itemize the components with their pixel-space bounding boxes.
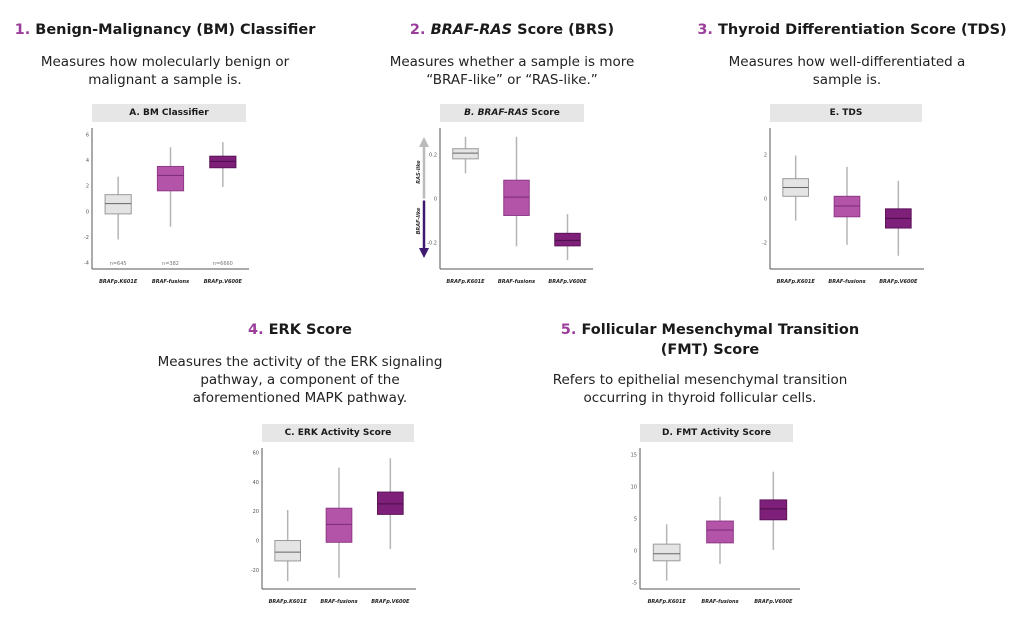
box — [156, 165, 185, 192]
y-tick-label: -4 — [84, 261, 89, 267]
box — [104, 194, 132, 215]
box — [759, 499, 788, 521]
y-tick-label: -2 — [84, 235, 89, 241]
y-tick-label: 6 — [86, 132, 89, 138]
section-5-heading: 5. Follicular Mesenchymal Transition (FMT… — [560, 322, 860, 358]
y-tick-label: 0 — [86, 209, 89, 215]
down-arrow-icon — [419, 248, 429, 258]
chart-d-fmt-activity-score: -5 0 5 10 15 BRAFp.K601E BRAF-fusions BRAFp.V60… — [631, 448, 800, 605]
x-tick-label: BRAFp.V600E — [548, 279, 587, 285]
x-tick-label: BRAF-fusions — [498, 279, 535, 285]
y-tick-label: 20 — [253, 509, 259, 515]
chart-a-title: A. BM Classifier — [92, 104, 246, 122]
x-tick-label: BRAF-fusions — [152, 279, 189, 285]
chart-e-tds: -2 0 2 BRAFp.K601E BRAF-fusions BRAFp.V600E — [762, 128, 924, 285]
y-tick-label: 40 — [253, 480, 259, 486]
x-tick-label: BRAFp.V600E — [371, 599, 410, 605]
x-tick-label: BRAFp.K601E — [269, 599, 308, 605]
x-tick-label: BRAFp.V600E — [204, 279, 243, 285]
section-4-description: Measures the activity of the ERK signali… — [157, 354, 443, 406]
x-tick-label: BRAFp.K601E — [446, 279, 485, 285]
n-label: n=645 — [110, 261, 127, 267]
box — [452, 148, 479, 160]
box — [833, 195, 861, 218]
chart-d-title: D. FMT Activity Score — [640, 424, 793, 442]
y-tick-label: 2 — [764, 152, 767, 158]
x-tick-label: BRAFp.K601E — [777, 279, 816, 285]
x-tick-label: BRAF-fusions — [320, 599, 357, 605]
y-tick-label: -2 — [762, 241, 767, 247]
chart-e-title: E. TDS — [770, 104, 922, 122]
y-tick-label: 5 — [634, 517, 637, 523]
x-tick-label: BRAFp.V600E — [754, 599, 793, 605]
braf-like-label: BRAF-like — [416, 207, 422, 234]
n-label: n=382 — [162, 261, 179, 267]
chart-a-bm-classifier: -4 -2 0 2 4 6 BRAFp.K601E n=645 BRAF-fusions n=38… — [84, 128, 249, 285]
section-2-description: Measures whether a sample is more “BRAF-l… — [389, 54, 635, 88]
y-tick-label: -0.2 — [427, 241, 437, 247]
box — [274, 540, 301, 562]
section-3-description: Measures how well-differentiated a sample… — [728, 54, 966, 88]
box — [325, 507, 353, 543]
section-3-heading: 3. Thyroid Differentiation Score (TDS) — [697, 22, 1007, 38]
y-tick-label: 0 — [434, 197, 437, 203]
chart-c-title: C. ERK Activity Score — [262, 424, 414, 442]
box — [652, 543, 681, 562]
up-arrow-icon — [419, 137, 429, 147]
y-tick-label: -5 — [632, 581, 637, 587]
box — [209, 155, 237, 169]
box — [706, 520, 734, 544]
x-tick-label: BRAFp.V600E — [879, 279, 918, 285]
section-2-heading: 2. BRAF-RAS Score (BRS) — [409, 22, 615, 38]
x-tick-label: BRAF-fusions — [701, 599, 738, 605]
chart-b-braf-ras-score: -0.2 0 0.2 BRAFp.K601E BRAF-fusions BRAFp.V60… — [416, 128, 593, 285]
y-tick-label: 0 — [764, 197, 767, 203]
ras-like-label: RAS-like — [416, 160, 422, 184]
y-tick-label: 10 — [631, 484, 637, 490]
y-tick-label: 15 — [631, 452, 637, 458]
y-tick-label: 4 — [86, 158, 89, 164]
y-tick-label: 0 — [256, 539, 259, 545]
x-tick-label: BRAFp.K601E — [648, 599, 687, 605]
y-tick-label: 60 — [253, 450, 259, 456]
chart-b-title: B. BRAF-RAS Score — [440, 104, 584, 122]
section-4-heading: 4. ERK Score — [247, 322, 352, 338]
y-tick-label: 0 — [634, 549, 637, 555]
section-5-description: Refers to epithelial mesenchymal transit… — [552, 372, 848, 406]
y-tick-label: 0.2 — [429, 152, 437, 158]
section-1-heading: 1. Benign-Malignancy (BM) Classifier — [14, 22, 316, 38]
n-label: n=6660 — [213, 261, 233, 267]
box — [377, 491, 404, 515]
y-tick-label: -20 — [251, 568, 259, 574]
y-tick-label: 2 — [86, 184, 89, 190]
section-1-description: Measures how molecularly benign or malign… — [40, 54, 290, 88]
box — [554, 232, 581, 247]
box — [503, 179, 530, 216]
x-tick-label: BRAF-fusions — [828, 279, 865, 285]
chart-c-erk-activity-score: -20 0 20 40 60 BRAFp.K601E BRAF-fusions BRAFp.V… — [251, 448, 416, 605]
x-tick-label: BRAFp.K601E — [99, 279, 138, 285]
